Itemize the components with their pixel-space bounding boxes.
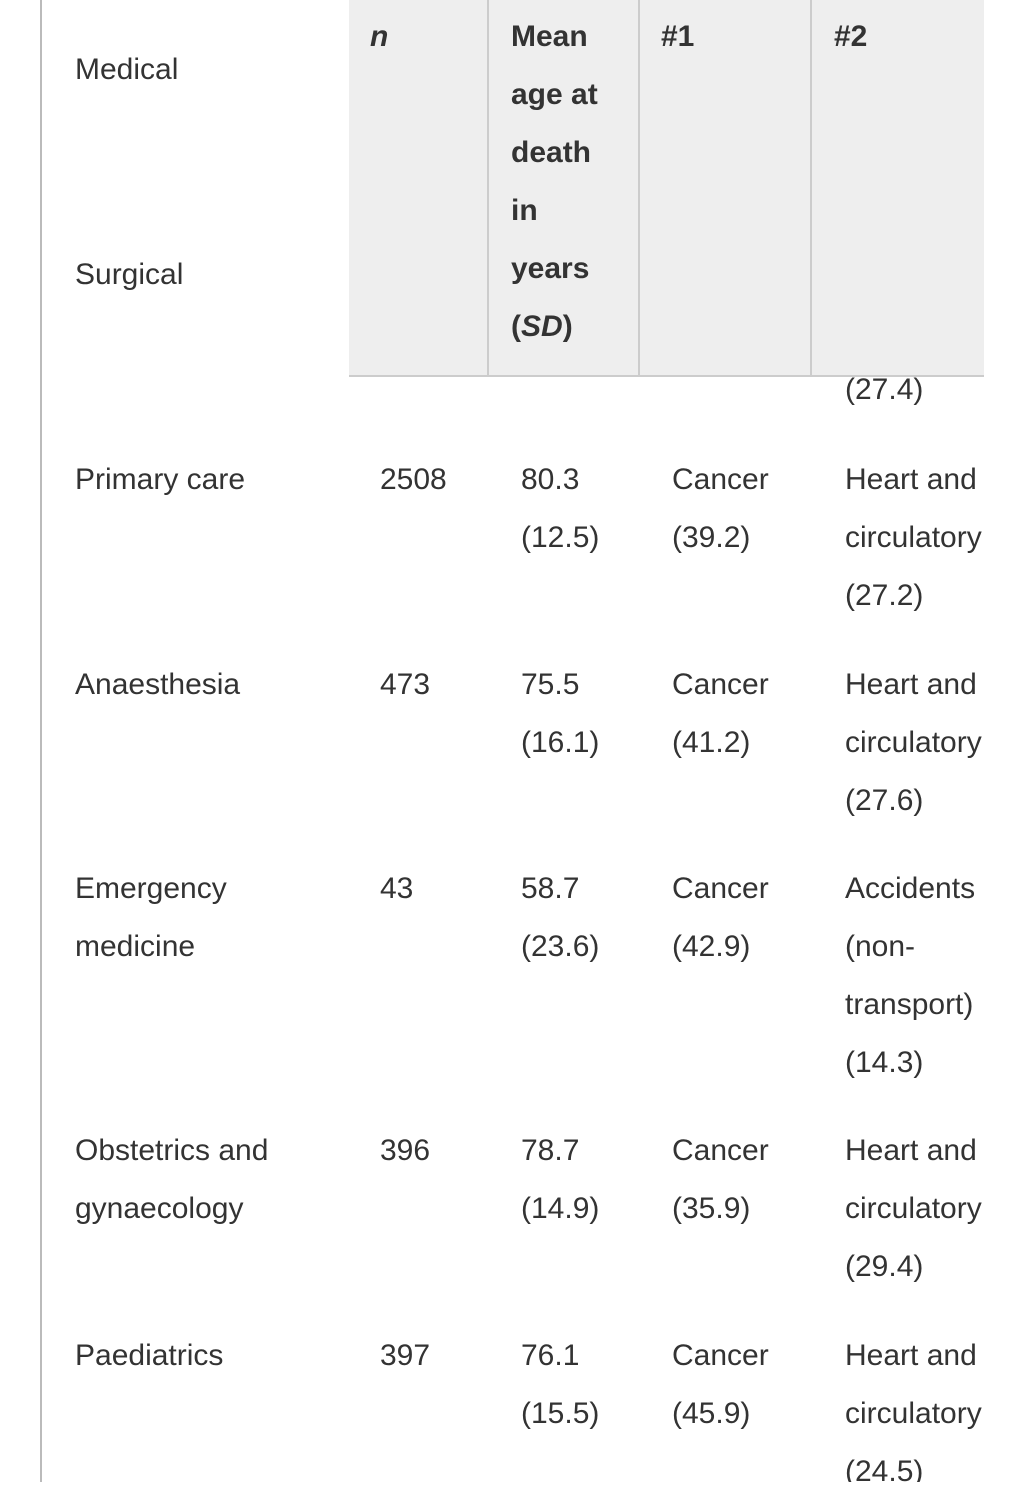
rank1-header: #1	[661, 20, 695, 53]
rank2-cell: Heart and circulatory (27.2)	[845, 463, 982, 612]
n-cell: 43	[380, 872, 414, 905]
group-label: Surgical	[75, 258, 184, 291]
row-label: Emergency medicine	[75, 872, 227, 963]
rank1-cell: Cancer (41.2)	[672, 668, 769, 759]
n-cell: 2508	[380, 463, 447, 496]
mean-cell: 76.1 (15.5)	[521, 1339, 600, 1430]
header-text: Mean age at death in years (	[511, 20, 598, 343]
row-label: Obstetrics and gynaecology	[75, 1134, 269, 1225]
mean-cell: 78.7 (14.9)	[521, 1134, 600, 1225]
n-cell: 397	[380, 1339, 431, 1372]
partial-cell: (27.4)	[845, 373, 924, 406]
rank1-cell: Cancer (39.2)	[672, 463, 769, 554]
rank2-header: #2	[834, 20, 868, 53]
table-header: n Mean age at death in years (SD) #1 #2	[349, 0, 984, 377]
rank2-cell: Accidents (non-transport) (14.3)	[845, 872, 976, 1079]
rank1-cell: Cancer (35.9)	[672, 1134, 769, 1225]
left-rule	[40, 0, 42, 1482]
mean-cell: 80.3 (12.5)	[521, 463, 600, 554]
rank2-cell: Heart and circulatory (24.5)	[845, 1339, 982, 1482]
column-separator	[638, 0, 640, 375]
table-viewport: Primary care 2508 80.3 (12.5) Cancer (39.2)…	[75, 0, 984, 1482]
rank1-cell: Cancer (45.9)	[672, 1339, 769, 1430]
header-text: )	[562, 310, 573, 343]
n-cell: 396	[380, 1134, 431, 1167]
n-cell: 473	[380, 668, 431, 701]
row-label: Anaesthesia	[75, 668, 241, 701]
n-header: n	[370, 20, 389, 53]
rank2-cell: Heart and circulatory (29.4)	[845, 1134, 982, 1283]
group-label: Medical	[75, 53, 179, 86]
row-label: Primary care	[75, 463, 246, 496]
mean-cell: 75.5 (16.1)	[521, 668, 600, 759]
column-separator	[487, 0, 489, 375]
mean-header: Mean age at death in years (SD)	[511, 8, 621, 356]
rank2-cell: Heart and circulatory (27.6)	[845, 668, 982, 817]
header-text: SD	[521, 310, 563, 343]
rank1-cell: Cancer (42.9)	[672, 872, 769, 963]
row-label: Paediatrics	[75, 1339, 224, 1372]
mean-cell: 58.7 (23.6)	[521, 872, 600, 963]
column-separator	[810, 0, 812, 375]
